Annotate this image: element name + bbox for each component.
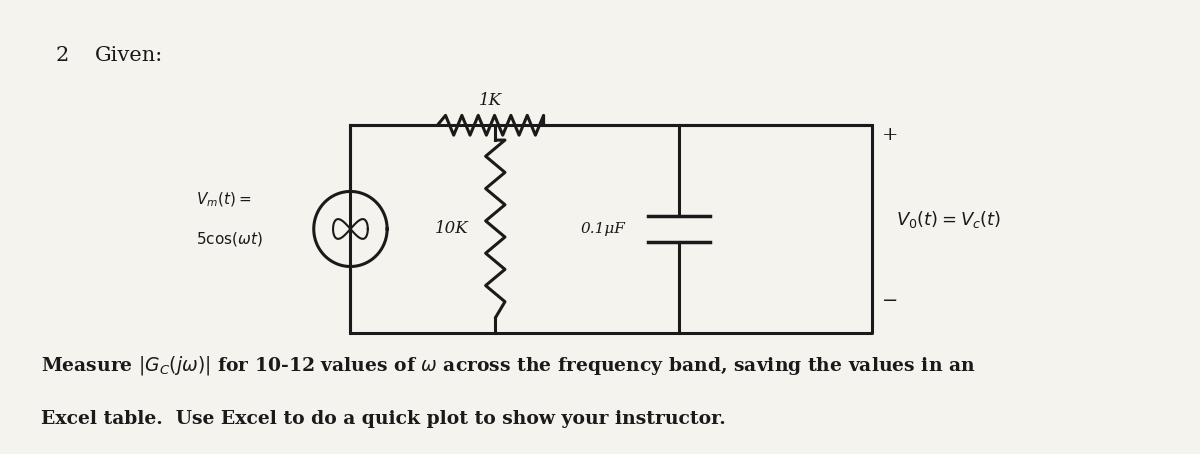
Text: 2: 2 <box>56 46 70 65</box>
Text: 10K: 10K <box>434 221 468 237</box>
Text: $V_m(t) =$: $V_m(t) =$ <box>196 190 251 208</box>
Text: Measure $|G_C(j\omega)|$ for 10-12 values of $\omega$ across the frequency band,: Measure $|G_C(j\omega)|$ for 10-12 value… <box>42 355 976 377</box>
Text: $V_0(t) = V_c(t)$: $V_0(t) = V_c(t)$ <box>896 208 1001 230</box>
Text: Given:: Given: <box>95 46 163 65</box>
Text: +: + <box>882 126 898 144</box>
Text: 1K: 1K <box>479 93 502 109</box>
Text: Excel table.  Use Excel to do a quick plot to show your instructor.: Excel table. Use Excel to do a quick plo… <box>42 410 726 428</box>
Text: $5\cos(\omega t)$: $5\cos(\omega t)$ <box>196 230 263 248</box>
Text: −: − <box>882 292 898 310</box>
Text: 0.1μF: 0.1μF <box>581 222 625 236</box>
